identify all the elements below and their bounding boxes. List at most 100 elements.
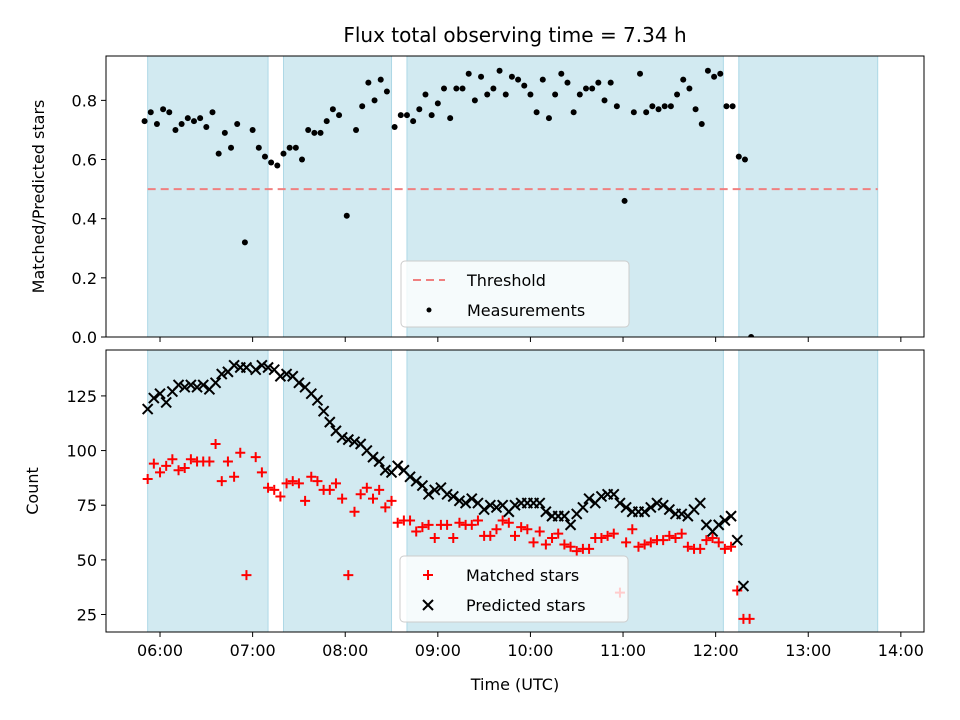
predicted-star-point — [484, 499, 497, 511]
predicted-star-point — [410, 475, 422, 487]
x-tick-label: 13:00 — [785, 641, 831, 660]
matched-star-point — [571, 546, 582, 557]
x-tick-label: 14:00 — [878, 641, 924, 660]
matched-star-point — [392, 517, 403, 528]
matched-star-point — [695, 543, 706, 554]
predicted-star-point — [250, 363, 262, 376]
observing-window-band — [147, 349, 269, 633]
matched-star-point — [374, 484, 385, 495]
matched-star-point — [658, 535, 669, 546]
matched-star-point — [608, 528, 619, 539]
measurement-point — [441, 85, 448, 92]
measurement-point — [184, 115, 191, 122]
measurement-point — [336, 112, 343, 119]
measurement-point — [735, 153, 742, 160]
matched-star-point — [596, 533, 607, 543]
predicted-star-point — [558, 510, 571, 522]
measurement-point — [717, 70, 724, 77]
predicted-star-point — [663, 503, 676, 516]
y-axis-label: Matched/Predicted stars — [29, 100, 48, 294]
measurement-point — [141, 118, 148, 125]
matched-star-point — [250, 452, 261, 463]
measurement-point — [552, 91, 559, 98]
predicted-star-point — [737, 580, 750, 592]
matched-star-point — [155, 467, 166, 478]
matched-star-point — [355, 489, 366, 500]
predicted-star-point — [342, 433, 355, 446]
matched-star-point — [204, 456, 215, 467]
observing-window-band — [282, 349, 393, 633]
matched-star-point — [726, 541, 737, 552]
measurement-point — [655, 106, 662, 113]
matched-star-point — [540, 539, 551, 550]
measurement-point — [416, 106, 423, 113]
measurement-point — [371, 97, 378, 104]
measurement-point — [166, 109, 173, 116]
observing-window-band — [738, 55, 879, 338]
measurement-point — [365, 79, 372, 86]
measurement-point — [428, 112, 435, 119]
predicted-star-point — [713, 519, 725, 531]
measurement-point — [215, 150, 222, 157]
measurement-point — [686, 85, 693, 92]
measurement-point — [484, 91, 491, 98]
measurement-point — [241, 239, 248, 246]
matched-star-point — [312, 476, 323, 487]
legend: Threshold Measurements — [400, 260, 630, 328]
predicted-star-point — [583, 492, 595, 505]
predicted-star-point — [429, 484, 441, 496]
x-tick-label: 08:00 — [322, 641, 368, 660]
matched-star-point — [216, 476, 227, 487]
predicted-star-point — [160, 396, 172, 409]
predicted-star-point — [324, 416, 336, 428]
predicted-star-point — [367, 451, 379, 463]
matched-star-point — [281, 478, 292, 489]
predicted-star-point — [274, 370, 287, 382]
matched-star-point — [423, 519, 434, 530]
matched-star-point — [380, 502, 391, 513]
measurement-point — [465, 70, 472, 77]
y-tick-label: 50 — [77, 551, 97, 570]
matched-star-point — [256, 467, 267, 478]
predicted-star-point — [216, 368, 228, 380]
matched-star-point — [713, 537, 724, 548]
matched-star-point — [559, 539, 570, 550]
predicted-star-point — [379, 464, 392, 476]
predicted-star-point — [191, 381, 203, 393]
predicted-star-point — [620, 501, 632, 514]
matched-star-point — [417, 522, 428, 533]
matched-star-point — [148, 458, 159, 469]
measurement-point — [274, 162, 281, 169]
measurement-point — [527, 91, 534, 98]
matched-star-point — [142, 473, 153, 484]
predicted-star-point — [725, 510, 737, 522]
measurement-point — [317, 129, 324, 136]
measurement-point — [570, 109, 577, 116]
matched-star-point — [627, 524, 638, 535]
predicted-star-point — [651, 497, 663, 509]
measurement-point — [153, 121, 160, 128]
y-tick-label: 25 — [77, 606, 97, 625]
matched-star-point — [522, 524, 533, 535]
predicted-star-point — [256, 359, 268, 372]
measurement-point — [422, 91, 429, 98]
predicted-star-point — [172, 379, 185, 391]
measurement-point — [674, 91, 681, 98]
y-tick-label: 75 — [77, 496, 97, 515]
predicted-star-point — [391, 460, 404, 472]
measurement-point — [453, 85, 460, 92]
measurement-point — [741, 156, 748, 163]
matched-star-point — [510, 530, 520, 541]
matched-star-point — [442, 519, 453, 530]
predicted-star-point — [608, 488, 620, 500]
predicted-star-point — [466, 492, 478, 505]
measurement-point — [190, 118, 197, 125]
measurement-point — [178, 121, 185, 128]
predicted-star-point — [614, 497, 626, 509]
matched-star-point — [670, 533, 681, 543]
predicted-star-point — [148, 392, 160, 404]
legend-x-swatch — [422, 599, 434, 611]
predicted-star-point — [154, 388, 166, 400]
matched-star-point — [386, 495, 397, 506]
matched-star-point — [306, 471, 317, 482]
